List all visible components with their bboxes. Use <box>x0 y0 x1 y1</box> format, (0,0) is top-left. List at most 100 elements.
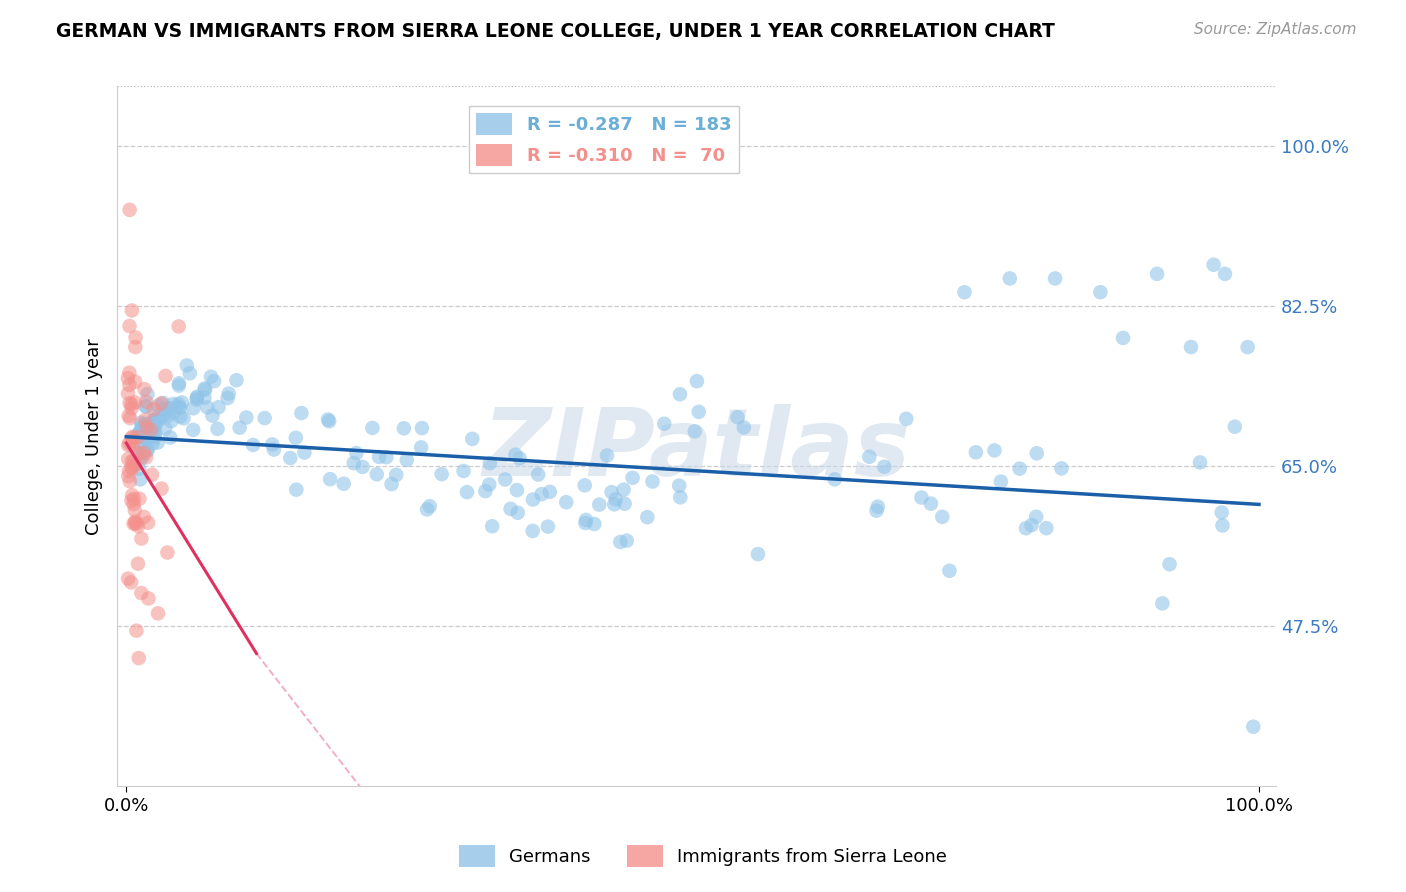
Point <box>135 394 157 409</box>
Point <box>920 497 942 511</box>
Point <box>121 434 143 448</box>
Point <box>146 435 169 450</box>
Point <box>201 409 224 423</box>
Point <box>588 498 610 512</box>
Point <box>1008 461 1031 475</box>
Point <box>139 423 162 437</box>
Point <box>148 399 170 413</box>
Point <box>669 387 692 401</box>
Point <box>179 366 201 380</box>
Point <box>242 438 264 452</box>
Point <box>121 454 143 468</box>
Point <box>155 401 177 415</box>
Point <box>124 340 146 354</box>
Point <box>146 414 169 428</box>
Point <box>416 502 439 516</box>
Point <box>125 624 148 638</box>
Point <box>143 421 166 435</box>
Point <box>142 417 165 431</box>
Point <box>207 401 229 415</box>
Point <box>145 412 167 426</box>
Point <box>494 473 516 487</box>
Point <box>727 410 749 425</box>
Point <box>873 459 896 474</box>
Point <box>395 453 418 467</box>
Point <box>118 436 141 450</box>
Point <box>616 533 638 548</box>
Point <box>225 373 247 387</box>
Point <box>124 514 146 528</box>
Point <box>747 547 769 561</box>
Point <box>1015 521 1038 535</box>
Point <box>117 452 139 467</box>
Point <box>141 428 163 442</box>
Point <box>866 500 889 514</box>
Point <box>141 467 163 482</box>
Point <box>186 390 208 404</box>
Point <box>132 449 155 463</box>
Point <box>686 374 709 388</box>
Point <box>1223 419 1246 434</box>
Point <box>183 401 205 416</box>
Point <box>142 413 165 427</box>
Point <box>142 402 165 417</box>
Point <box>131 532 153 546</box>
Text: ZIPatlas: ZIPatlas <box>482 404 911 496</box>
Point <box>605 492 627 507</box>
Point <box>124 458 146 472</box>
Point <box>461 432 484 446</box>
Point <box>284 431 307 445</box>
Point <box>194 383 217 397</box>
Point <box>117 386 139 401</box>
Point <box>385 467 408 482</box>
Point <box>134 382 156 396</box>
Point <box>1188 455 1211 469</box>
Point <box>1152 596 1174 610</box>
Point <box>262 437 284 451</box>
Point <box>1090 285 1112 300</box>
Point <box>135 420 157 434</box>
Point <box>118 464 141 478</box>
Point <box>1035 521 1057 535</box>
Point <box>117 469 139 483</box>
Point <box>125 516 148 531</box>
Point <box>931 509 953 524</box>
Point <box>1025 509 1047 524</box>
Point <box>990 475 1012 489</box>
Point <box>124 395 146 409</box>
Point <box>132 510 155 524</box>
Point <box>430 467 453 482</box>
Point <box>319 472 342 486</box>
Point <box>263 442 285 457</box>
Point <box>278 450 301 465</box>
Point <box>481 519 503 533</box>
Point <box>131 586 153 600</box>
Point <box>411 441 433 455</box>
Point <box>1180 340 1202 354</box>
Point <box>294 445 316 459</box>
Point <box>128 651 150 665</box>
Point <box>506 483 529 497</box>
Point <box>134 413 156 427</box>
Point <box>824 472 846 486</box>
Point <box>167 378 190 392</box>
Point <box>121 461 143 475</box>
Point <box>1211 518 1233 533</box>
Point <box>456 485 478 500</box>
Point <box>120 493 142 508</box>
Point <box>380 477 402 491</box>
Point <box>127 519 149 533</box>
Point <box>127 557 149 571</box>
Point <box>118 318 141 333</box>
Point <box>122 491 145 506</box>
Point <box>186 391 208 405</box>
Point <box>361 421 384 435</box>
Point <box>683 425 706 439</box>
Point <box>228 420 250 434</box>
Point <box>118 411 141 425</box>
Point <box>118 202 141 217</box>
Point <box>1236 340 1258 354</box>
Point <box>613 497 636 511</box>
Point <box>155 368 177 383</box>
Point <box>150 482 173 496</box>
